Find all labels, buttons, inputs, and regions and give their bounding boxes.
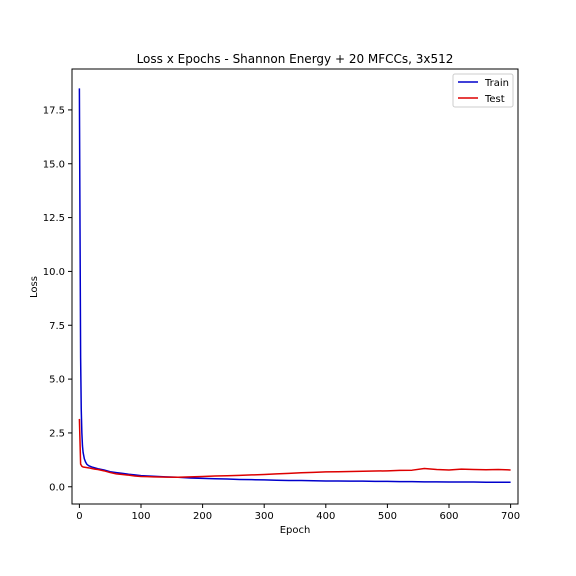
plot-area (72, 69, 518, 504)
x-tick-label: 100 (131, 511, 150, 522)
x-tick-label: 300 (255, 511, 274, 522)
legend-test-label: Test (484, 94, 505, 105)
y-tick-label: 2.5 (49, 428, 65, 439)
x-tick-label: 700 (501, 511, 520, 522)
y-tick-label: 0.0 (49, 482, 65, 493)
x-tick-label: 400 (316, 511, 335, 522)
legend: Train Test (453, 74, 513, 107)
x-tick-label: 0 (76, 511, 82, 522)
y-tick-label: 12.5 (43, 213, 65, 224)
legend-train-label: Train (484, 78, 509, 89)
y-axis-label: Loss (29, 276, 40, 298)
y-tick-label: 10.0 (43, 267, 65, 278)
x-axis-label: Epoch (280, 525, 311, 536)
x-tick-label: 600 (439, 511, 458, 522)
y-tick-label: 17.5 (43, 105, 65, 116)
y-tick-label: 7.5 (49, 321, 65, 332)
chart-title: Loss x Epochs - Shannon Energy + 20 MFCC… (137, 52, 454, 66)
x-tick-label: 200 (193, 511, 212, 522)
x-tick-label: 500 (378, 511, 397, 522)
y-tick-label: 15.0 (43, 159, 65, 170)
y-tick-label: 5.0 (49, 375, 65, 386)
